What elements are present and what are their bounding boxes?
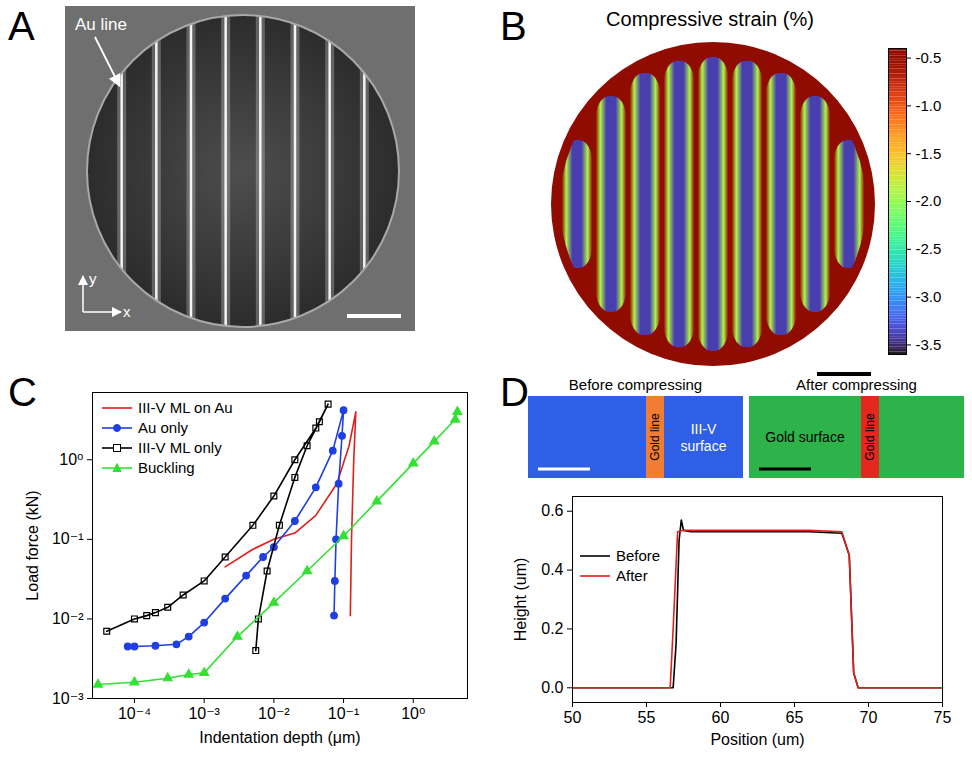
svg-text:Load force (kN): Load force (kN) [24,490,41,600]
svg-text:-1.0: -1.0 [916,97,942,114]
svg-text:Gold surface: Gold surface [765,429,845,445]
svg-text:10⁻³: 10⁻³ [188,705,220,722]
html-text:B: B [500,4,527,48]
svg-text:0.0: 0.0 [541,679,563,696]
svg-text:Indentation depth (μm): Indentation depth (μm) [199,729,360,746]
html-text:Before compressing: Before compressing [568,376,703,393]
svg-text:x: x [123,303,131,320]
html-text:III-V ML only: III-V ML only [138,439,222,456]
svg-text:Gold line: Gold line [648,413,662,461]
html-text:After: After [616,567,648,584]
svg-text:III-Vsurface: III-Vsurface [681,421,727,454]
svg-text:Position (um): Position (um) [710,731,804,748]
svg-text:0.2: 0.2 [541,620,563,637]
svg-text:-3.5: -3.5 [916,336,942,353]
html-text:Buckling: Buckling [138,459,195,476]
svg-text:70: 70 [860,709,878,726]
svg-text:-2.0: -2.0 [916,192,942,209]
html-text:C: C [8,370,37,414]
svg-text:-0.5: -0.5 [916,49,942,66]
svg-text:0.4: 0.4 [541,561,563,578]
svg-text:10⁰: 10⁰ [401,705,425,722]
html-text:Before: Before [616,547,661,564]
svg-text:10⁻³: 10⁻³ [52,690,84,707]
html-text:Compressive strain (%): Compressive strain (%) [606,8,814,30]
svg-text:65: 65 [786,709,804,726]
html-text:A: A [8,4,35,48]
svg-text:10⁻⁴: 10⁻⁴ [118,705,151,722]
svg-text:Height (um): Height (um) [512,558,529,642]
svg-text:10⁻²: 10⁻² [258,705,290,722]
svg-text:y: y [89,270,97,287]
svg-text:50: 50 [564,709,582,726]
svg-text:Au line: Au line [75,15,127,34]
html-text:After compressing: After compressing [796,376,917,393]
svg-text:75: 75 [934,709,952,726]
svg-text:10⁻¹: 10⁻¹ [52,530,84,547]
svg-text:10⁰: 10⁰ [59,451,83,468]
svg-text:-1.5: -1.5 [916,144,942,161]
svg-text:10⁻²: 10⁻² [52,610,84,627]
svg-text:-3.0: -3.0 [916,288,942,305]
svg-text:0.6: 0.6 [541,502,563,519]
svg-text:-2.5: -2.5 [916,240,942,257]
svg-text:10⁻¹: 10⁻¹ [328,705,360,722]
html-text:III-V ML on Au: III-V ML on Au [138,399,233,416]
svg-text:Gold line: Gold line [863,413,877,461]
svg-text:55: 55 [638,709,656,726]
html-text:D: D [500,370,529,414]
svg-text:60: 60 [712,709,730,726]
html-text:Au only: Au only [138,419,188,436]
